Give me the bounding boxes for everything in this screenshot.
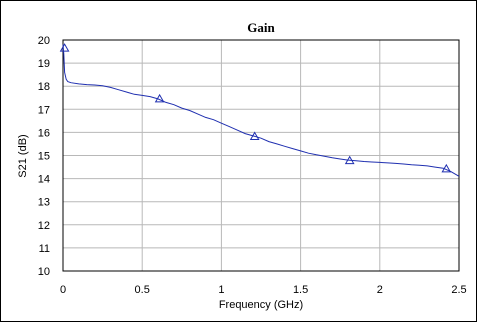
- x-tick-label: 2: [377, 284, 383, 296]
- triangle-marker: [154, 93, 165, 103]
- triangle-marker: [249, 131, 260, 141]
- grid-lines: [63, 40, 459, 271]
- plot-area-border: [62, 39, 460, 272]
- y-axis-ticks: 10 11 12 13 14 15 16 17 18 19 20: [38, 35, 50, 278]
- y-tick-label: 17: [38, 104, 50, 116]
- y-tick-label: 11: [39, 243, 50, 255]
- x-axis-ticks: 0 0.5 1 1.5 2 2.5: [60, 284, 467, 296]
- y-tick-label: 14: [38, 174, 50, 186]
- y-tick-label: 16: [38, 127, 50, 139]
- triangle-marker: [59, 43, 70, 52]
- series-line-gain: [62, 44, 460, 177]
- x-tick-label: 1: [218, 284, 224, 296]
- series-layer: [59, 43, 460, 177]
- y-tick-label: 15: [38, 151, 50, 163]
- y-tick-label: 19: [38, 58, 50, 70]
- y-tick-label: 13: [38, 197, 50, 209]
- triangle-marker: [344, 155, 355, 165]
- y-tick-label: 12: [38, 220, 50, 232]
- chart-title: Gain: [247, 20, 275, 35]
- x-tick-label: 0: [60, 284, 66, 296]
- y-axis-label: S21 (dB): [17, 134, 29, 177]
- y-tick-label: 18: [38, 81, 50, 93]
- y-tick-label: 20: [38, 35, 50, 47]
- x-axis-label: Frequency (GHz): [219, 299, 303, 311]
- x-tick-label: 0.5: [135, 284, 150, 296]
- x-tick-label: 1.5: [293, 284, 308, 296]
- x-tick-label: 2.5: [451, 284, 466, 296]
- triangle-marker: [441, 163, 452, 173]
- y-tick-label: 10: [38, 266, 50, 278]
